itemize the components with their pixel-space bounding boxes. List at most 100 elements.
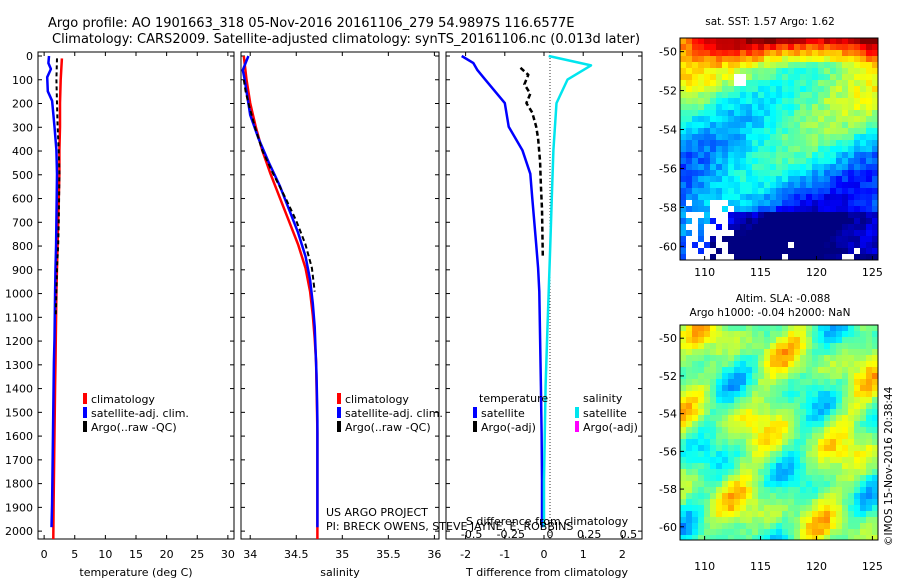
sla-pixel (680, 337, 687, 344)
sla-pixel (836, 331, 843, 338)
sla-pixel (692, 409, 699, 416)
sst-pixel (680, 116, 687, 123)
sst-pixel (764, 68, 771, 75)
sla-pixel (764, 427, 771, 434)
sst-pixel (752, 38, 759, 45)
sla-pixel (848, 433, 855, 440)
sst-pixel (752, 158, 759, 165)
sst-pixel (836, 206, 843, 213)
sst-pixel (842, 110, 849, 117)
sla-pixel (854, 397, 861, 404)
sla-pixel (866, 511, 873, 518)
sst-pixel (854, 62, 861, 69)
sst-pixel (698, 176, 705, 183)
sst-pixel (692, 122, 699, 129)
sla-pixel (806, 361, 813, 368)
sla-pixel (872, 409, 878, 416)
sla-pixel (770, 475, 777, 482)
sst-pixel (806, 56, 813, 63)
sst-pixel (686, 68, 693, 75)
sst-pixel (692, 110, 699, 117)
sla-pixel (788, 487, 795, 494)
sla-pixel (710, 337, 717, 344)
sla-pixel (830, 505, 837, 512)
sla-pixel (680, 517, 687, 524)
sst-pixel (692, 128, 699, 135)
sla-pixel (716, 403, 723, 410)
sst-pixel (866, 110, 873, 117)
x-tick-label: -2 (460, 548, 471, 561)
sla-pixel (692, 469, 699, 476)
sst-pixel (752, 164, 759, 171)
sst-pixel (800, 152, 807, 159)
sst-pixel (722, 140, 729, 147)
sst-pixel (746, 104, 753, 111)
sla-pixel (704, 463, 711, 470)
sla-pixel (824, 445, 831, 452)
sla-pixel (740, 355, 747, 362)
sst-pixel (782, 92, 789, 99)
sst-pixel (722, 176, 729, 183)
sst-pixel (836, 230, 843, 237)
map-lat-label: -52 (659, 370, 677, 383)
sla-pixel (794, 445, 801, 452)
sst-pixel (848, 122, 855, 129)
sst-pixel (692, 248, 699, 255)
sla-pixel (764, 367, 771, 374)
sla-pixel (824, 379, 831, 386)
sla-pixel (782, 511, 789, 518)
sst-pixel (764, 128, 771, 135)
sst-pixel (722, 50, 729, 57)
sla-pixel (818, 511, 825, 518)
sla-pixel (722, 487, 729, 494)
sst-pixel (686, 128, 693, 135)
sla-pixel (824, 409, 831, 416)
sla-pixel (848, 367, 855, 374)
sst-pixel (794, 98, 801, 105)
sst-pixel (758, 224, 765, 231)
sst-pixel (818, 68, 825, 75)
sst-pixel (830, 164, 837, 171)
series-line (542, 54, 593, 528)
depth-tick-label: 1300 (5, 359, 33, 372)
sst-pixel (788, 122, 795, 129)
sst-pixel (794, 134, 801, 141)
sst-pixel (698, 158, 705, 165)
sla-pixel (692, 367, 699, 374)
sla-pixel (842, 385, 849, 392)
sla-pixel (704, 427, 711, 434)
sst-pixel (848, 62, 855, 69)
sla-pixel (746, 427, 753, 434)
sla-pixel (806, 343, 813, 350)
sla-pixel (806, 391, 813, 398)
sla-map-frame (679, 324, 879, 541)
sst-pixel (752, 146, 759, 153)
sst-pixel (776, 164, 783, 171)
sla-pixel (794, 361, 801, 368)
sla-pixel (776, 415, 783, 422)
sla-pixel (812, 391, 819, 398)
sla-pixel (728, 433, 735, 440)
sst-pixel (788, 86, 795, 93)
sst-pixel (824, 62, 831, 69)
sst-pixel (794, 50, 801, 57)
depth-tick-label: 1900 (5, 501, 33, 514)
sla-pixel (734, 397, 741, 404)
sst-pixel (836, 248, 843, 255)
sla-pixel (716, 517, 723, 524)
sla-pixel (758, 343, 765, 350)
sla-pixel (734, 517, 741, 524)
sst-pixel (752, 188, 759, 195)
sst-pixel (680, 158, 687, 165)
sla-pixel (746, 469, 753, 476)
sst-pixel (842, 158, 849, 165)
sla-pixel (818, 373, 825, 380)
sla-pixel (734, 505, 741, 512)
sla-pixel (680, 367, 687, 374)
sla-pixel (740, 343, 747, 350)
sst-pixel (776, 68, 783, 75)
sst-pixel (854, 170, 861, 177)
sla-pixel (710, 427, 717, 434)
sst-pixel (722, 62, 729, 69)
sla-pixel (764, 445, 771, 452)
